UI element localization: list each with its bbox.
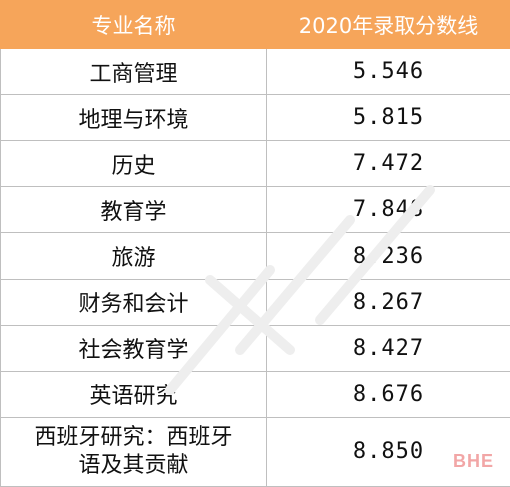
score-cell: 8.676 [266,370,510,418]
table-row: 财务和会计 8.267 [0,278,510,326]
bhe-logo: BHE [452,451,494,471]
major-line-1: 西班牙研究：西班牙 [34,424,233,450]
header-major: 专业名称 [0,0,267,50]
major-cell: 旅游 [0,232,267,280]
major-cell: 社会教育学 [0,324,267,372]
major-cell: 地理与环境 [0,94,267,142]
score-cell: 5.815 [266,94,510,142]
table-row: 工商管理 5.546 [0,48,510,96]
score-cell: 8.267 [266,278,510,326]
score-cell: 7.472 [266,140,510,188]
score-cell: 8.427 [266,324,510,372]
score-cell: 8.850 [266,416,510,487]
major-cell: 工商管理 [0,48,267,96]
major-cell: 财务和会计 [0,278,267,326]
major-cell: 西班牙研究：西班牙 语及其贡献 [0,416,267,487]
major-line-2: 语及其贡献 [78,452,189,478]
table-row: 教育学 7.848 [0,186,510,234]
table-header-row: 专业名称 2020年录取分数线 [0,0,510,50]
score-cell: 5.546 [266,48,510,96]
header-score: 2020年录取分数线 [266,0,510,50]
table-row: 西班牙研究：西班牙 语及其贡献 8.850 [0,416,510,487]
table-row: 英语研究 8.676 [0,370,510,418]
major-cell: 历史 [0,140,267,188]
table-row: 旅游 8.236 [0,232,510,280]
major-cell: 英语研究 [0,370,267,418]
table-row: 地理与环境 5.815 [0,94,510,142]
table-row: 社会教育学 8.427 [0,324,510,372]
table-row: 历史 7.472 [0,140,510,188]
major-cell: 教育学 [0,186,267,234]
score-cell: 7.848 [266,186,510,234]
score-cell: 8.236 [266,232,510,280]
